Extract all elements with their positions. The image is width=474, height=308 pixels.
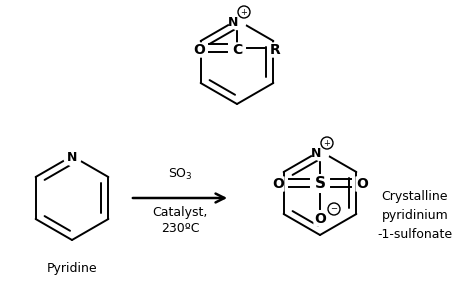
Text: O: O: [356, 177, 368, 191]
Text: Catalyst,: Catalyst,: [152, 206, 208, 219]
Text: O: O: [272, 177, 284, 191]
Text: O: O: [193, 43, 205, 57]
Text: N: N: [228, 15, 238, 29]
Text: +: +: [241, 7, 247, 17]
Text: +: +: [324, 139, 330, 148]
Text: C: C: [232, 43, 242, 57]
Text: SO$_3$: SO$_3$: [168, 167, 192, 182]
Text: 230ºC: 230ºC: [161, 222, 199, 235]
Text: Pyridine: Pyridine: [46, 262, 97, 275]
Text: Crystalline
pyridinium
-1-sulfonate: Crystalline pyridinium -1-sulfonate: [377, 189, 453, 241]
Text: O: O: [314, 212, 326, 226]
Text: R: R: [270, 43, 281, 57]
Text: S: S: [315, 176, 326, 191]
Text: N: N: [67, 151, 77, 164]
Text: −: −: [330, 205, 337, 213]
Text: N: N: [311, 147, 321, 160]
